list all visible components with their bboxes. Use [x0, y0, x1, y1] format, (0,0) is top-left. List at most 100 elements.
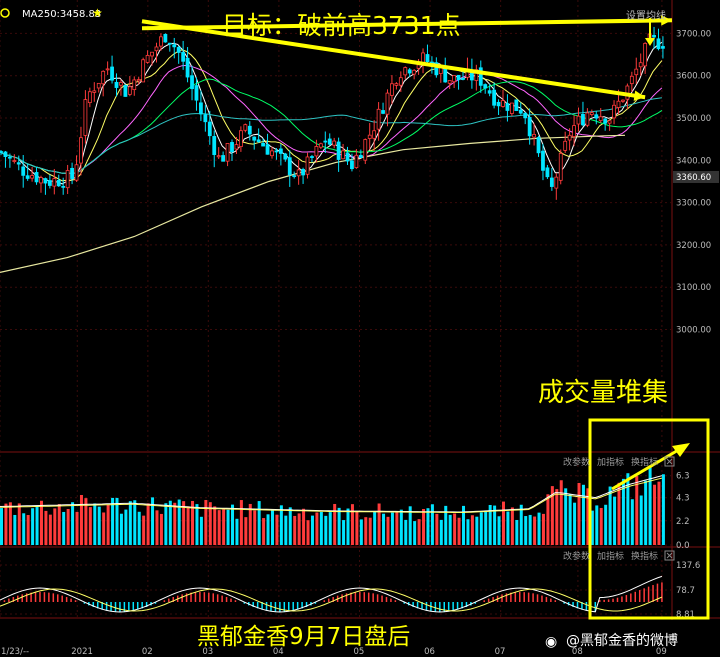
volume-bar [328, 512, 332, 545]
volume-bar [93, 503, 97, 545]
vol-add-indicator[interactable]: 加指标 [597, 456, 624, 468]
candle-body [274, 150, 279, 153]
price-tick-label: 3300.00 [676, 199, 711, 209]
volume-bar [399, 509, 403, 545]
vol-modify-params[interactable]: 改参数 [563, 456, 590, 468]
volume-bar [142, 515, 146, 545]
volume-bar [493, 505, 497, 545]
candle-body [101, 70, 106, 85]
x-tick-label: 04 [273, 647, 284, 657]
volume-bar [35, 505, 39, 545]
volume-bar [621, 478, 625, 545]
vol-panel-close-icon[interactable] [664, 456, 675, 467]
candle-body [612, 104, 616, 119]
volume-bar [111, 497, 115, 545]
settings-ma-button[interactable]: 设置均线 [626, 9, 666, 22]
candle-body [92, 90, 97, 93]
candle-body [567, 134, 572, 141]
candle-body [603, 118, 608, 124]
candle-body [105, 68, 110, 71]
candle-body [621, 99, 625, 102]
star-icon[interactable]: ★ [92, 6, 103, 20]
macd-modify-params[interactable]: 改参数 [563, 550, 590, 562]
volume-bars [0, 466, 665, 545]
volume-bar [133, 500, 137, 545]
macd-panel-close-icon[interactable] [664, 550, 675, 561]
volume-bar [382, 513, 386, 545]
candle-body [443, 66, 448, 83]
footer-date-annotation: 黑郁金香9月7日盘后 [197, 624, 410, 650]
candle-body [141, 59, 146, 83]
candle-body [199, 102, 203, 115]
candle-body [354, 154, 359, 169]
candle-body [407, 69, 412, 74]
volume-bar [515, 519, 519, 545]
volume-highlight-box [588, 418, 710, 620]
candle-body [563, 140, 568, 151]
volume-bar [319, 511, 323, 545]
volume-bar [195, 504, 199, 545]
candle-body [256, 139, 261, 143]
volume-stack-annotation: 成交量堆集 [538, 378, 668, 408]
candle-body [61, 185, 66, 188]
x-tick-label: 03 [202, 647, 213, 657]
volume-bar [266, 514, 270, 545]
candle-body [310, 156, 314, 158]
volume-bar [310, 515, 314, 545]
axis-labels: 3700.00 3600.00 3500.00 3400.00 3360.60 3300.… [1, 29, 719, 657]
candle-body [114, 81, 119, 88]
candle-body [16, 162, 21, 165]
volume-bar [270, 509, 274, 545]
ma250-line [0, 134, 626, 273]
candle-body [83, 99, 88, 136]
candle-body [363, 139, 368, 161]
volume-bar [444, 505, 448, 545]
candle-body [381, 110, 385, 114]
volume-rise-arrow [611, 447, 681, 491]
volume-bar [297, 513, 301, 545]
candle-body [483, 84, 488, 89]
candle-body [261, 142, 266, 147]
volume-bar [470, 515, 474, 545]
volume-bar [475, 516, 479, 545]
price-tick-label: 3000.00 [676, 326, 711, 336]
volume-bar [581, 484, 585, 545]
volume-bar [106, 504, 110, 545]
macd-bars [0, 575, 663, 613]
candle-body [136, 79, 141, 82]
x-tick-label: 07 [495, 647, 506, 657]
volume-bar [568, 494, 572, 545]
candle-body [456, 74, 461, 81]
candle-body [181, 52, 186, 62]
candle-body [541, 150, 545, 171]
candlestick-series [0, 26, 665, 200]
candle-body [87, 91, 92, 104]
candle-body [350, 160, 354, 170]
prior-high-horizontal-line [141, 18, 673, 31]
volume-bar [479, 512, 483, 545]
candle-body [145, 55, 150, 63]
candle-body [501, 100, 505, 107]
volume-bar [573, 502, 577, 545]
macd-dif-line [0, 575, 663, 613]
volume-bar [186, 506, 190, 545]
macd-add-indicator[interactable]: 加指标 [597, 550, 624, 562]
candle-body [70, 167, 74, 179]
volume-bar [44, 510, 48, 545]
volume-bar [404, 519, 408, 545]
macd-switch-indicator[interactable]: 换指标 [631, 550, 658, 562]
candle-body [416, 64, 421, 69]
target-annotation: 目标：破前高3731点 [222, 11, 461, 40]
candle-body [65, 170, 70, 189]
volume-bar [586, 488, 590, 545]
volume-bar [541, 513, 545, 545]
candle-body [167, 42, 172, 45]
volume-bar [39, 500, 43, 545]
volume-bar [555, 489, 559, 545]
candle-body [323, 140, 328, 143]
gear-icon[interactable] [0, 8, 10, 18]
vol-switch-indicator[interactable]: 换指标 [631, 456, 658, 468]
volume-bar [546, 494, 550, 545]
